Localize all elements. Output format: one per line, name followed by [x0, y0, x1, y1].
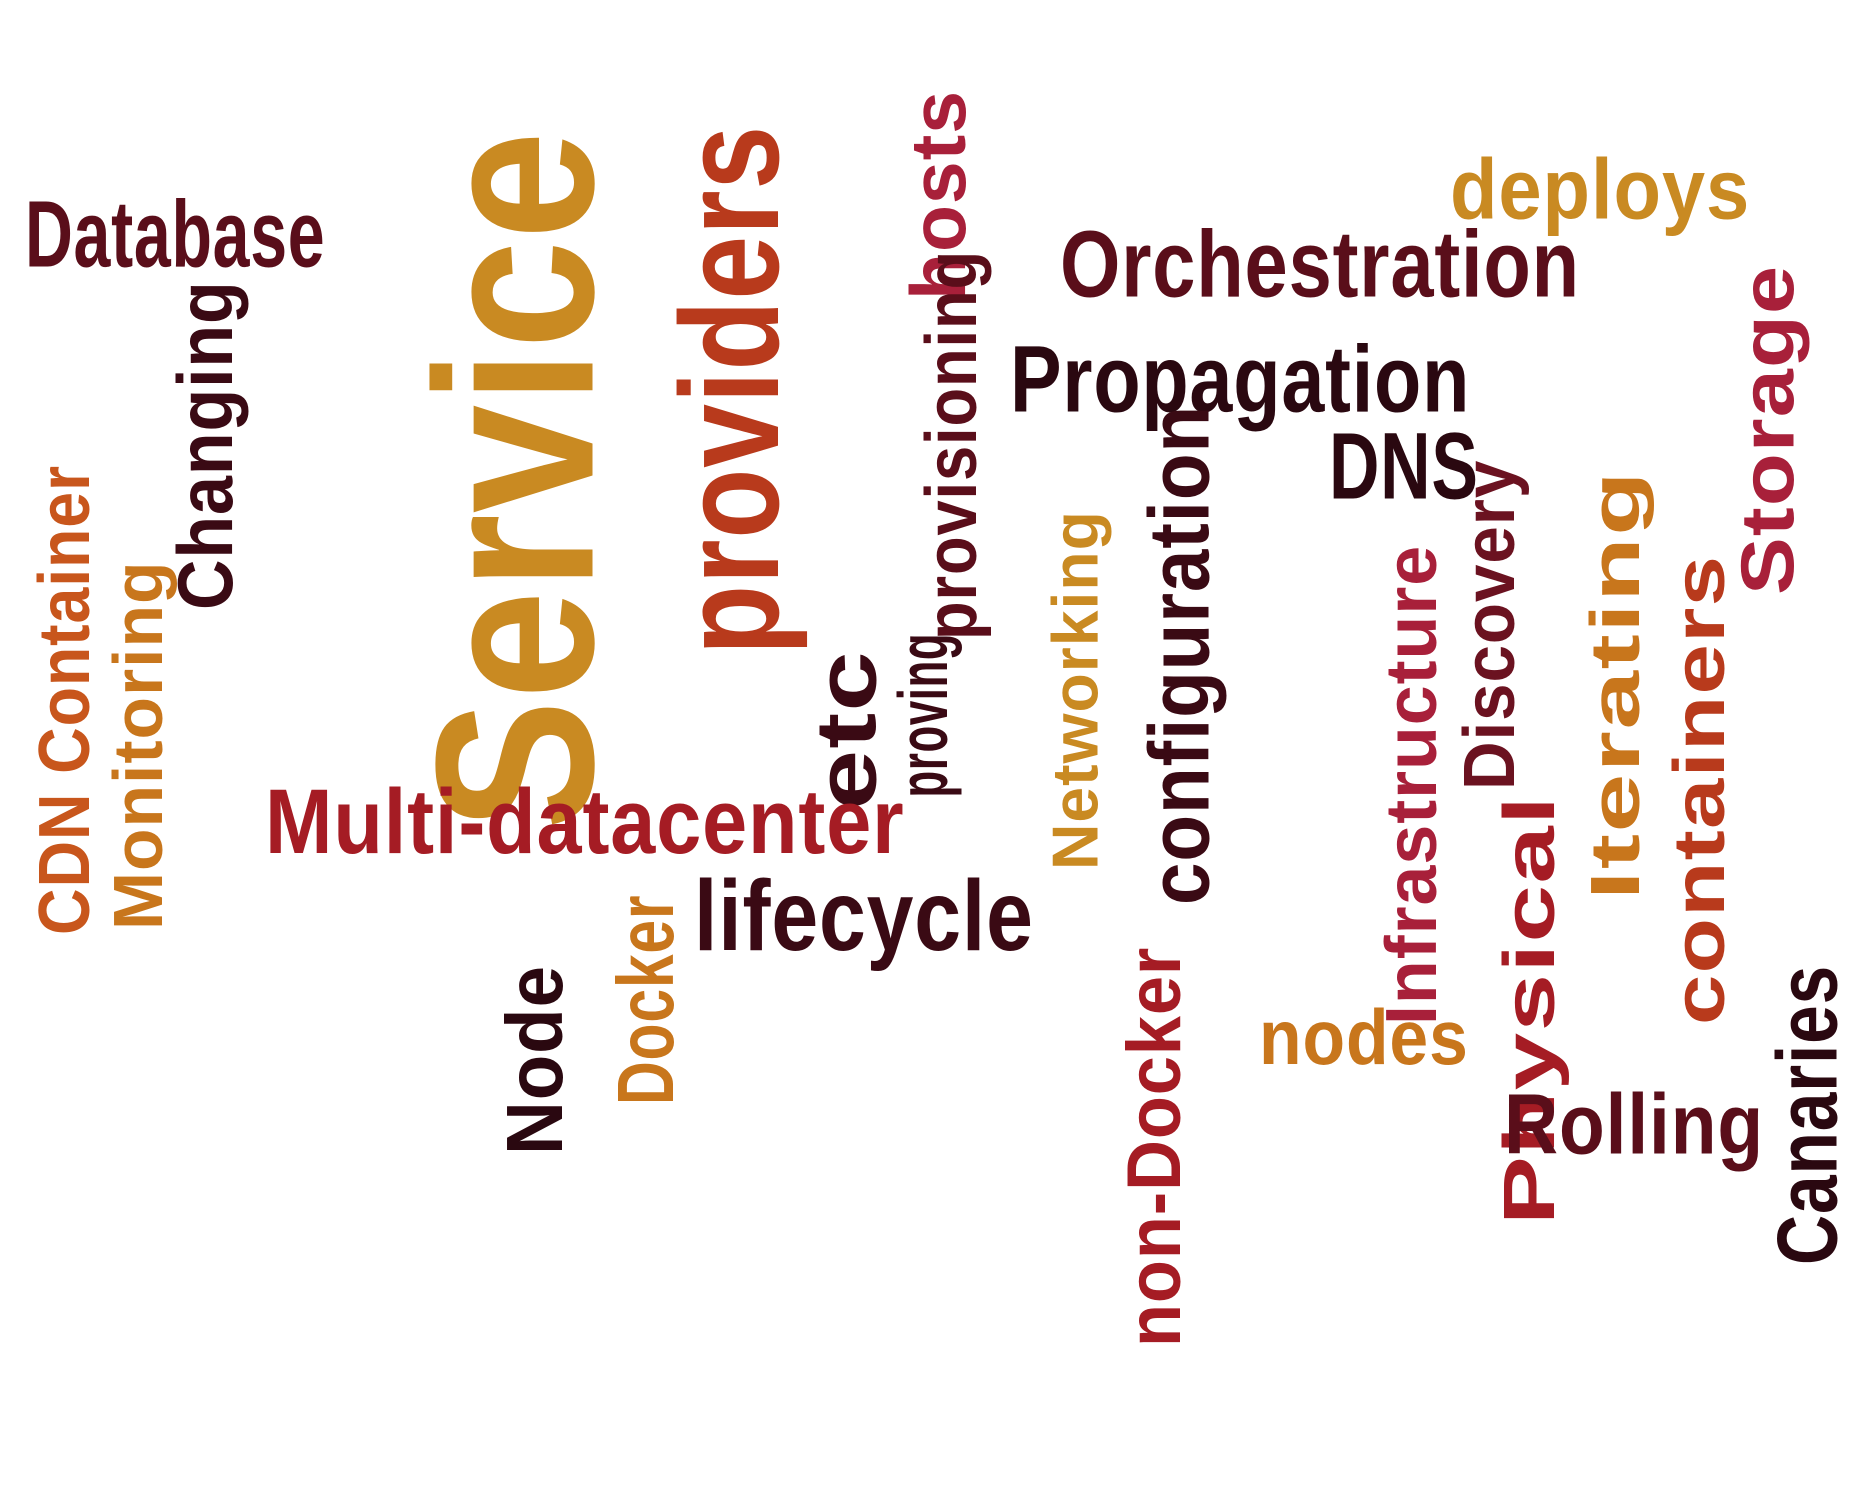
word-networking: Networking — [1038, 510, 1112, 870]
word-configuration: configuration — [1132, 405, 1228, 905]
word-containers: containers — [1660, 554, 1740, 1025]
word-service: Service — [388, 130, 641, 830]
word-database: Database — [25, 181, 326, 288]
word-provisioning: provisioning — [912, 250, 992, 640]
word-infrastructure: Infrastructure — [1372, 544, 1452, 1025]
word-non-docker: non-Docker — [1112, 946, 1197, 1347]
word-multi-datacenter: Multi-datacenter — [265, 771, 905, 873]
word-orchestration: Orchestration — [1060, 211, 1580, 318]
word-changing: Changing — [161, 280, 249, 610]
word-propagation: Propagation — [1010, 326, 1471, 433]
word-deploys: deploys — [1450, 142, 1751, 238]
word-canaries: Canaries — [1760, 964, 1856, 1265]
word-storage: Storage — [1725, 264, 1810, 595]
word-discovery: Discovery — [1450, 459, 1530, 790]
word-monitoring: Monitoring — [99, 560, 177, 930]
word-rolling: Rolling — [1504, 1077, 1764, 1173]
word-docker: Docker — [601, 894, 690, 1105]
word-lifecycle: lifecycle — [694, 860, 1034, 972]
word-node: Node — [490, 965, 579, 1155]
word-nodes: nodes — [1259, 993, 1469, 1081]
word-cdn-container: CDN Container — [25, 464, 105, 935]
word-dns: DNS — [1329, 413, 1479, 520]
word-iterating: Iterating — [1576, 469, 1654, 900]
word-providers: providers — [651, 125, 808, 656]
